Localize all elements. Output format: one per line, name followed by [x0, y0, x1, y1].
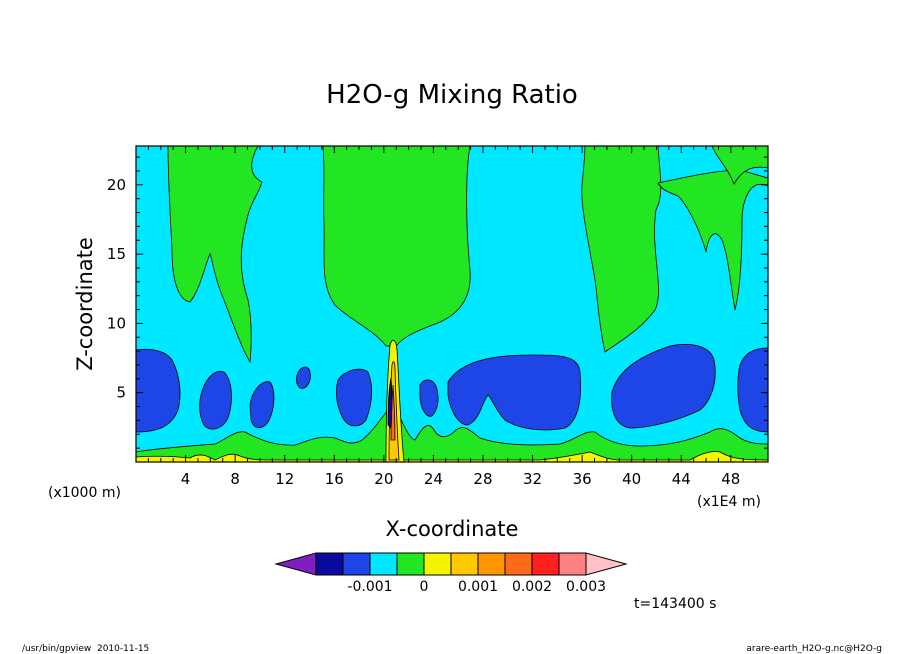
x-axis: 4 8 12 16 20 24 28 32 36 40 44 48 [147, 146, 757, 488]
y-axis: 5 10 15 20 [107, 156, 768, 449]
contour-region-blue-4 [296, 366, 311, 389]
contour-region-green-topright [711, 146, 768, 185]
y-tick-label: 15 [107, 245, 126, 263]
y-tick-label: 10 [107, 314, 126, 332]
contour-region-blue-2 [199, 370, 232, 430]
colorbar-label: 0.001 [458, 579, 498, 595]
x-tick-label: 28 [473, 470, 492, 488]
time-label: t=143400 s [634, 596, 716, 612]
x-unit-right: (x1E4 m) [697, 494, 761, 510]
colorbar-swatch [504, 552, 533, 576]
contour-region-blue-8 [611, 343, 716, 429]
colorbar-labels: -0.001 0 0.001 0.002 0.003 [347, 579, 606, 595]
contour-region-blue-7 [447, 354, 582, 431]
x-unit-left: (x1000 m) [48, 485, 121, 501]
colorbar-swatch [558, 552, 587, 576]
y-tick-label: 20 [107, 176, 126, 194]
contour-region-green-lower [136, 409, 768, 462]
x-tick-label: 24 [424, 470, 443, 488]
colorbar-swatch [369, 552, 398, 576]
x-tick-label: 16 [325, 470, 344, 488]
plot-frame [135, 145, 769, 463]
x-tick-label: 8 [230, 470, 240, 488]
colorbar-swatch [342, 552, 371, 576]
colorbar-label: -0.001 [347, 579, 392, 595]
y-tick-label: 5 [116, 384, 126, 402]
contour-region-darkblue-spike [387, 377, 393, 429]
contour-region-blue-6 [419, 379, 439, 417]
contour-region-blue-3 [249, 381, 275, 429]
contour-region-green-right [581, 146, 662, 353]
colorbar-swatch [450, 552, 479, 576]
contour-region-green-left [167, 146, 263, 364]
colorbar-swatch [531, 552, 560, 576]
x-tick-label: 4 [181, 470, 191, 488]
colorbar-swatch [396, 552, 425, 576]
colorbar-label: 0 [420, 579, 429, 595]
footer-left: /usr/bin/gpview 2010-11-15 [22, 644, 149, 654]
contour-region-yellow-surface [136, 451, 768, 462]
contour-region-blue-1 [136, 348, 181, 433]
x-tick-label: 40 [622, 470, 641, 488]
x-tick-label: 20 [374, 470, 393, 488]
colorbar-arrow-high [585, 552, 628, 576]
x-axis-label: X-coordinate [386, 517, 519, 541]
x-tick-label: 48 [721, 470, 740, 488]
contour-region-blue-5 [336, 368, 372, 427]
colorbar [274, 552, 628, 576]
y-axis-label: Z-coordinate [73, 237, 97, 371]
colorbar-swatch [423, 552, 452, 576]
colorbar-label: 0.002 [512, 579, 552, 595]
x-tick-label: 44 [672, 470, 691, 488]
x-tick-label: 36 [573, 470, 592, 488]
contour-region-green-right-far [657, 169, 768, 311]
colorbar-label: 0.003 [566, 579, 606, 595]
colorbar-swatch [315, 552, 344, 576]
chart-title: H2O-g Mixing Ratio [326, 80, 578, 110]
colorbar-swatch [477, 552, 506, 576]
contour-region-blue-9 [737, 347, 768, 433]
x-tick-label: 32 [523, 470, 542, 488]
x-tick-label: 12 [275, 470, 294, 488]
footer-right: arare-earth_H2O-g.nc@H2O-g [746, 644, 882, 654]
contour-plot [136, 146, 768, 462]
colorbar-arrow-low [274, 552, 317, 576]
